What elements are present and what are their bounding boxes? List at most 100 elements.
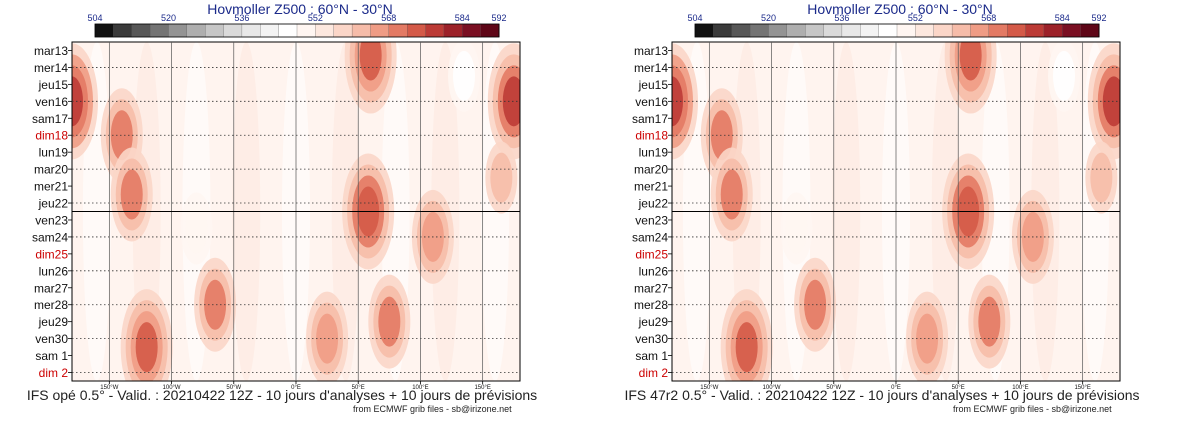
heatmap-anomaly [485, 141, 518, 214]
chart-title: Hovmoller Z500 : 60°N - 30°N [207, 1, 393, 17]
heatmap-contour [1090, 152, 1113, 203]
heatmap-anomaly [720, 289, 773, 381]
heatmap-contour [135, 322, 158, 373]
colorbar-swatch [278, 23, 298, 38]
heatmap-anomaly [306, 291, 349, 381]
heatmap-contour [916, 313, 939, 364]
colorbar-swatch [407, 23, 427, 38]
y-tick-label: mer14 [634, 61, 668, 75]
colorbar-tick-label: 504 [687, 13, 702, 23]
heatmap-anomaly [710, 147, 753, 242]
y-tick-label: dim 2 [39, 366, 69, 380]
y-tick-label: sam17 [632, 112, 668, 126]
heatmap-contour [959, 42, 982, 81]
x-axis: 150°W 100°W 50°W 0°E 50°E 100°E 150°E [100, 381, 491, 390]
x-tick-label: 0°E [291, 385, 301, 390]
y-tick-label: ven30 [635, 332, 668, 346]
y-tick-label: sam 1 [635, 349, 668, 363]
colorbar-swatch [731, 23, 751, 38]
heatmap-anomaly [780, 192, 813, 265]
colorbar-swatch [186, 23, 206, 38]
y-tick-label: ven16 [635, 95, 668, 109]
y-tick-label: ven23 [635, 213, 668, 227]
y-tick-label: mar20 [634, 163, 668, 177]
x-tick-label: 50°E [352, 385, 365, 390]
heatmap-anomaly [100, 88, 143, 183]
heatmap-anomaly [1087, 43, 1120, 160]
x-tick-label: 50°W [226, 385, 241, 390]
heatmap-anomaly [906, 291, 949, 381]
colorbar-swatch [168, 23, 188, 38]
y-tick-label: sam24 [32, 230, 68, 244]
colorbar-swatch [786, 23, 806, 38]
heatmap-anomaly [368, 274, 411, 369]
y-tick-label: dim18 [35, 129, 68, 143]
colorbar-swatch [462, 23, 482, 38]
y-tick-label: dim25 [635, 247, 668, 261]
y-tick-label: lun26 [639, 264, 669, 278]
colorbar-swatch [841, 23, 861, 38]
colorbar-tick-label: 536 [234, 13, 249, 23]
colorbar-swatch [878, 23, 898, 38]
colorbar-tick-label: 504 [87, 13, 102, 23]
x-tick-label: 100°W [163, 385, 181, 390]
colorbar-swatch [915, 23, 935, 38]
heatmap-contour [735, 322, 758, 373]
heatmap-anomaly [194, 257, 237, 352]
heatmap-anomaly [1048, 42, 1080, 112]
colorbar-swatch [260, 23, 280, 38]
colorbar-frame [94, 23, 500, 38]
colorbar-tick-label: 584 [455, 13, 470, 23]
colorbar-swatch [388, 23, 408, 38]
colorbar-tick-label: 568 [981, 13, 996, 23]
colorbar-swatch [425, 23, 445, 38]
heatmap-contour [785, 203, 808, 254]
colorbar-tick-label: 552 [908, 13, 923, 23]
heatmap-contour [120, 169, 143, 220]
colorbar-swatch [296, 23, 316, 38]
y-tick-label: mar20 [34, 163, 68, 177]
x-tick-label: 100°W [763, 385, 781, 390]
colorbar-swatch [223, 23, 243, 38]
x-tick-label: 150°E [474, 385, 490, 390]
colorbar: 504 520 536 552 568 584 592 [687, 13, 1107, 38]
hovmoller-panel-right: Hovmoller Z500 : 60°N - 30°N 504 520 536 55… [600, 0, 1200, 424]
heatmap-contour [185, 203, 208, 254]
colorbar-swatch [1062, 23, 1082, 38]
y-tick-label: lun19 [39, 146, 69, 160]
heatmap-area [72, 42, 520, 381]
x-tick-label: 50°E [952, 385, 965, 390]
colorbar-tick-label: 592 [491, 13, 506, 23]
y-tick-label: jeu15 [638, 78, 669, 92]
x-tick-label: 150°E [1074, 385, 1090, 390]
hovmoller-chart: 504 520 536 552 568 584 592 mar13 mer14 jeu15 ven1… [32, 13, 521, 390]
chart-caption: IFS opé 0.5° - Valid. : 20210422 12Z - 1… [26, 387, 538, 403]
y-tick-label: ven23 [35, 213, 68, 227]
heatmap-contour [316, 313, 339, 364]
colorbar-tick-label: 520 [161, 13, 176, 23]
colorbar-swatch [694, 23, 714, 38]
colorbar-swatch [768, 23, 788, 38]
heatmap-contour [453, 50, 475, 101]
x-tick-label: 150°W [700, 385, 718, 390]
colorbar-swatch [94, 23, 114, 38]
colorbar-tick-label: 592 [1091, 13, 1106, 23]
y-tick-label: jeu22 [638, 197, 669, 211]
colorbar: 504 520 536 552 568 584 592 [87, 13, 507, 38]
heatmap-anomaly [120, 289, 173, 381]
y-tick-label: lun26 [39, 264, 69, 278]
y-tick-label: jeu15 [38, 78, 69, 92]
heatmap-contour [1102, 76, 1120, 127]
heatmap-contour [502, 76, 520, 127]
colorbar-swatch [131, 23, 151, 38]
heatmap-anomaly [180, 192, 213, 265]
heatmap-anomaly [1085, 141, 1118, 214]
x-tick-label: 0°E [891, 385, 901, 390]
y-tick-label: dim25 [35, 247, 68, 261]
y-tick-label: dim 2 [639, 366, 669, 380]
heatmap-contour [1053, 50, 1075, 101]
heatmap-contour [804, 279, 827, 330]
y-tick-label: mar27 [34, 281, 68, 295]
heatmap-contour [378, 296, 401, 347]
heatmap-contour [204, 279, 227, 330]
